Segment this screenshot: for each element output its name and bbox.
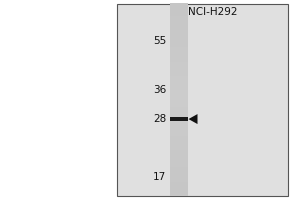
Bar xyxy=(169,176,188,179)
Bar xyxy=(117,4,288,196)
Bar xyxy=(169,59,188,62)
Text: NCI-H292: NCI-H292 xyxy=(188,7,237,17)
Bar xyxy=(169,140,188,143)
Bar xyxy=(169,95,188,98)
Bar xyxy=(169,85,188,88)
Bar xyxy=(169,11,188,14)
Bar xyxy=(169,42,188,45)
Bar xyxy=(169,54,188,57)
Bar xyxy=(169,87,188,90)
Bar xyxy=(169,102,188,105)
Bar xyxy=(169,117,188,121)
Bar xyxy=(169,56,188,59)
Bar xyxy=(169,114,188,117)
Bar xyxy=(169,3,188,6)
Bar xyxy=(169,188,188,191)
Bar xyxy=(169,83,188,86)
Bar xyxy=(169,109,188,112)
Bar xyxy=(169,143,188,146)
Bar xyxy=(169,18,188,21)
Bar xyxy=(169,47,188,50)
Bar xyxy=(169,179,188,182)
Text: 17: 17 xyxy=(153,172,167,182)
Bar xyxy=(169,8,188,11)
Bar xyxy=(169,152,188,155)
Bar xyxy=(169,13,188,16)
Bar xyxy=(169,191,188,194)
Bar xyxy=(169,181,188,184)
Bar xyxy=(169,73,188,76)
Bar xyxy=(169,37,188,40)
Bar xyxy=(169,63,188,66)
Bar xyxy=(169,27,188,30)
Bar xyxy=(169,92,188,95)
Bar xyxy=(169,184,188,186)
Bar xyxy=(169,78,188,81)
Bar xyxy=(169,148,188,150)
Bar xyxy=(169,23,188,26)
Bar xyxy=(169,133,188,136)
Bar xyxy=(169,35,188,38)
Bar xyxy=(169,131,188,134)
Bar xyxy=(169,157,188,160)
Bar xyxy=(169,44,188,47)
Bar xyxy=(169,123,188,126)
Bar xyxy=(169,97,188,100)
Bar xyxy=(169,145,188,148)
Bar xyxy=(169,20,188,23)
Bar xyxy=(169,112,188,114)
Bar xyxy=(169,171,188,174)
Bar xyxy=(169,193,188,196)
Bar xyxy=(169,32,188,35)
Bar xyxy=(169,107,188,110)
Bar xyxy=(169,126,188,129)
Bar xyxy=(169,155,188,158)
Text: 28: 28 xyxy=(153,114,167,124)
Bar xyxy=(169,160,188,162)
Bar xyxy=(169,121,188,124)
Bar xyxy=(169,15,188,18)
Text: 36: 36 xyxy=(153,85,167,95)
Bar xyxy=(169,25,188,28)
Bar xyxy=(169,104,188,107)
Bar xyxy=(169,169,188,172)
Bar xyxy=(169,68,188,71)
Bar xyxy=(169,116,188,119)
Bar xyxy=(169,61,188,64)
Polygon shape xyxy=(188,114,197,124)
Bar xyxy=(169,66,188,69)
Bar xyxy=(169,164,188,167)
Bar xyxy=(169,162,188,165)
Bar xyxy=(169,39,188,42)
Bar xyxy=(169,119,188,122)
Bar xyxy=(169,90,188,93)
Bar xyxy=(169,167,188,170)
Bar xyxy=(169,128,188,131)
Bar xyxy=(169,174,188,177)
Bar xyxy=(169,6,188,9)
Bar xyxy=(169,186,188,189)
Bar xyxy=(169,30,188,33)
Text: 55: 55 xyxy=(153,36,167,46)
Bar xyxy=(169,99,188,102)
Bar xyxy=(169,49,188,52)
Bar xyxy=(169,136,188,138)
Bar xyxy=(169,51,188,54)
Bar xyxy=(169,71,188,74)
Bar xyxy=(169,75,188,78)
Bar xyxy=(169,80,188,83)
Bar xyxy=(169,138,188,141)
Bar xyxy=(169,150,188,153)
